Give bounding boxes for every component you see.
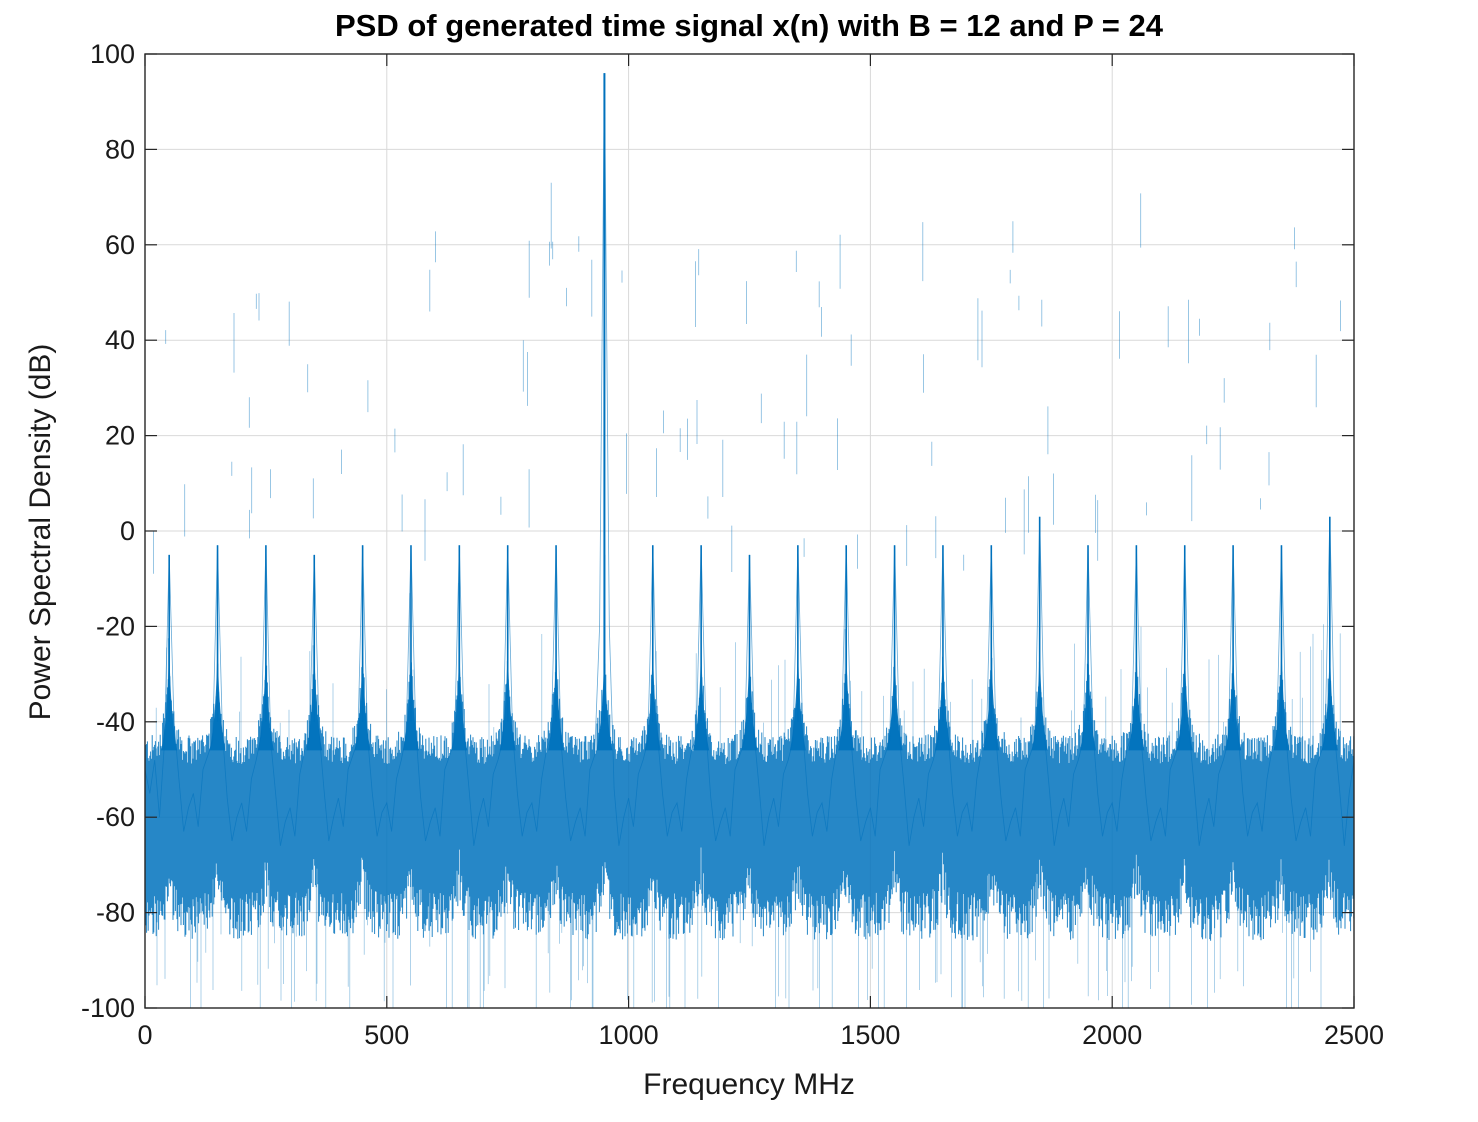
tick-labels: 0 500 1000 1500 2000 2500 -100 -80 -60 -40 -20 0 20 4… bbox=[81, 39, 1384, 1050]
chart-title: PSD of generated time signal x(n) with B… bbox=[335, 8, 1164, 43]
psd-noise-outliers bbox=[155, 582, 1341, 1008]
comb-peak-skirt bbox=[1225, 616, 1242, 751]
comb-peak-skirt bbox=[1128, 616, 1145, 751]
comb-peak-skirt bbox=[1321, 616, 1338, 751]
psd-series-line bbox=[144, 73, 1355, 846]
y-tick-label: -20 bbox=[96, 611, 135, 641]
comb-peak-skirt bbox=[209, 616, 226, 751]
y-tick-label: 100 bbox=[90, 39, 135, 69]
comb-peak-skirt bbox=[402, 616, 419, 751]
comb-peak-skirt bbox=[306, 616, 323, 751]
comb-peak-skirt bbox=[1273, 616, 1290, 751]
comb-peak-skirt bbox=[934, 616, 951, 751]
y-tick-label: -60 bbox=[96, 802, 135, 832]
comb-peak-skirt bbox=[354, 616, 371, 751]
comb-peak-skirt bbox=[838, 616, 855, 751]
x-tick-label: 2000 bbox=[1082, 1020, 1142, 1050]
y-tick-label: -40 bbox=[96, 707, 135, 737]
x-axis-title: Frequency MHz bbox=[643, 1068, 855, 1101]
comb-peak-skirt bbox=[886, 616, 903, 751]
comb-peak-skirt bbox=[257, 616, 274, 751]
x-tick-label: 1500 bbox=[840, 1020, 900, 1050]
psd-spurs bbox=[153, 182, 1341, 574]
comb-peak-skirt bbox=[644, 616, 661, 751]
comb-peak-skirt bbox=[693, 616, 710, 751]
x-tick-label: 500 bbox=[364, 1020, 409, 1050]
comb-peak-skirt bbox=[1176, 616, 1193, 751]
x-tick-label: 0 bbox=[137, 1020, 152, 1050]
y-axis-title: Power Spectral Density (dB) bbox=[24, 344, 57, 721]
comb-peak-skirt bbox=[741, 616, 758, 751]
y-tick-label: -100 bbox=[81, 993, 135, 1023]
axis-ticks bbox=[144, 53, 1355, 1009]
x-tick-label: 2500 bbox=[1324, 1020, 1384, 1050]
y-tick-label: -80 bbox=[96, 898, 135, 928]
comb-peak-skirt bbox=[499, 616, 516, 751]
comb-peak-skirt bbox=[1031, 616, 1048, 751]
y-tick-label: 80 bbox=[105, 134, 135, 164]
comb-peak-skirt bbox=[1080, 616, 1097, 751]
y-tick-label: 0 bbox=[120, 516, 135, 546]
comb-peak-skirt bbox=[548, 616, 565, 751]
comb-peak-skirt bbox=[789, 616, 806, 751]
y-tick-label: 60 bbox=[105, 230, 135, 260]
psd-series bbox=[144, 73, 1355, 1008]
comb-peak-skirt bbox=[451, 616, 468, 751]
comb-peak-skirt bbox=[983, 616, 1000, 751]
comb-peak-skirt bbox=[161, 616, 178, 751]
x-tick-label: 1000 bbox=[599, 1020, 659, 1050]
y-tick-label: 20 bbox=[105, 421, 135, 451]
y-tick-label: 40 bbox=[105, 325, 135, 355]
